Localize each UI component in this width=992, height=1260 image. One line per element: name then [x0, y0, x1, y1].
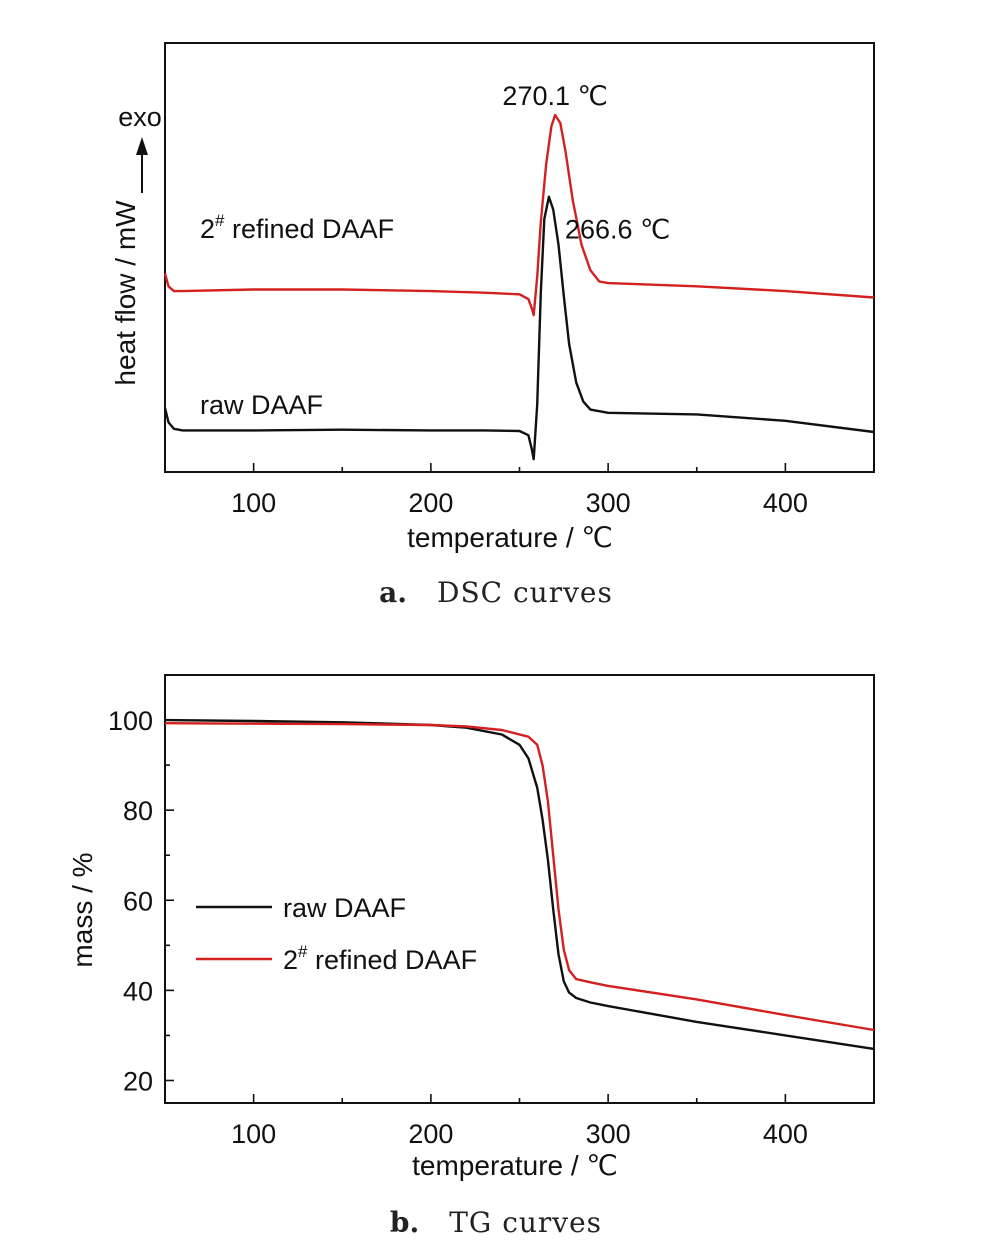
refined-peak-annotation: 270.1 ℃: [502, 81, 607, 111]
dsc-raw-daaf-label: raw DAAF: [200, 390, 323, 420]
dsc-y-axis-label: heat flow / mW: [110, 200, 141, 386]
legend-item: raw DAAF: [196, 893, 406, 923]
tg-curves: [164, 718, 875, 1051]
dsc-refined-daaf-label-rest: refined DAAF: [225, 214, 395, 244]
dsc-chart: 100 200 300 400 temperature / ℃ heat flow /…: [110, 42, 875, 609]
tg-x-axis-label: temperature / ℃: [412, 1150, 618, 1181]
legend-label-sup: #: [298, 942, 308, 961]
legend-label-base: 2: [283, 945, 298, 975]
dsc-refined-daaf-label: 2# refined DAAF: [200, 211, 394, 244]
dsc-series-labels: 2# refined DAAF raw DAAF: [200, 211, 394, 420]
tg-y-axis-label: mass / %: [67, 852, 98, 967]
legend-label: raw DAAF: [283, 893, 406, 923]
dsc-peak-annotations: 270.1 ℃ 266.6 ℃: [502, 81, 670, 245]
tg-panel-letter: b.: [390, 1206, 419, 1239]
tg-y-tick-label: 40: [123, 976, 153, 1006]
tg-raw-daaf-curve: [164, 718, 875, 1051]
dsc-refined-daaf-curve: [163, 113, 875, 317]
dsc-x-tick-label: 100: [231, 488, 276, 518]
dsc-panel-letter: a.: [379, 576, 407, 609]
tg-y-tick-label: 80: [123, 796, 153, 826]
legend-label: 2# refined DAAF: [283, 942, 477, 975]
tg-y-tick-label: 20: [123, 1066, 153, 1096]
tg-plot-frame: [164, 674, 875, 1104]
tg-x-tick-label: 300: [586, 1119, 631, 1149]
exo-arrow-icon: [136, 137, 148, 193]
dsc-refined-daaf-label-base: 2: [200, 214, 215, 244]
dsc-raw-daaf-curve: [163, 195, 875, 461]
exo-label: exo: [118, 102, 162, 132]
tg-x-tick-label: 400: [763, 1119, 808, 1149]
tg-y-tick-label: 100: [108, 706, 153, 736]
tg-axis-ticks: 100 200 300 400 20 40 60 80 100: [108, 674, 875, 1149]
tg-legend: raw DAAF 2# refined DAAF: [196, 893, 477, 975]
legend-item: 2# refined DAAF: [196, 942, 477, 975]
dsc-x-tick-label: 200: [408, 488, 453, 518]
tg-x-tick-label: 100: [231, 1119, 276, 1149]
dsc-curves: [163, 113, 875, 461]
raw-peak-annotation: 266.6 ℃: [565, 215, 670, 245]
dsc-caption-text: DSC curves: [437, 576, 613, 609]
tg-caption-text: TG curves: [449, 1206, 602, 1239]
tg-panel-caption: b. TG curves: [390, 1206, 602, 1239]
dsc-x-axis-label: temperature / ℃: [407, 522, 613, 553]
tg-refined-daaf-curve: [164, 722, 875, 1032]
dsc-x-tick-label: 400: [763, 488, 808, 518]
dsc-x-ticks: 100 200 300 400: [164, 463, 875, 518]
dsc-refined-daaf-label-sup: #: [215, 211, 225, 230]
tg-y-tick-label: 60: [123, 886, 153, 916]
dsc-x-tick-label: 300: [586, 488, 631, 518]
tg-x-tick-label: 200: [408, 1119, 453, 1149]
legend-label-rest: refined DAAF: [308, 945, 478, 975]
dsc-panel-caption: a. DSC curves: [379, 576, 613, 609]
